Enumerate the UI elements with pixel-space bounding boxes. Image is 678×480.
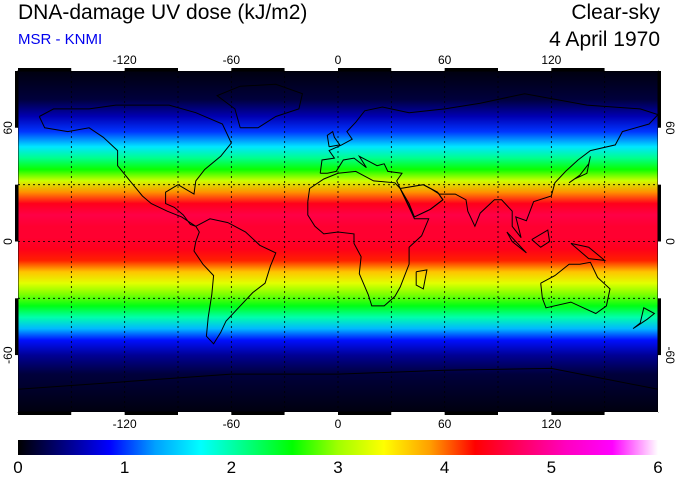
frame-tick-bottom — [498, 412, 552, 415]
frame-tick-top — [124, 68, 178, 71]
lon-label: -120 — [113, 53, 137, 67]
coastline-eurasia — [319, 93, 659, 239]
frame-tick-bottom — [284, 412, 338, 415]
frame-tick-right — [658, 241, 661, 299]
frame-tick-right — [658, 355, 661, 412]
coastline-new-guinea — [570, 242, 607, 262]
frame-tick-left — [15, 241, 18, 299]
lon-label: -60 — [223, 417, 241, 431]
frame-tick-left — [15, 127, 18, 185]
frame-tick-bottom — [71, 412, 125, 415]
frame-tick-left — [15, 184, 18, 242]
colorbar-tick-label: 6 — [653, 458, 663, 477]
coastline-south-america — [193, 218, 277, 345]
frame-tick-top — [498, 68, 552, 71]
colorbar-tick-label: 3 — [333, 458, 343, 477]
map-title: DNA-damage UV dose (kJ/m2) — [18, 1, 308, 24]
frame-tick-top — [391, 68, 445, 71]
frame-tick-top — [18, 68, 72, 71]
lat-label-left: 0 — [1, 238, 15, 245]
lat-label-right: 0 — [663, 238, 677, 245]
frame-tick-top — [231, 68, 285, 71]
grid-lines — [18, 71, 658, 412]
coastline-indonesia — [506, 231, 527, 254]
frame-tick-bottom — [124, 412, 178, 415]
frame-tick-top — [178, 68, 232, 71]
lon-labels-bottom: -120 -60 0 60 120 — [113, 417, 562, 431]
coastline-africa — [307, 170, 430, 307]
frame-tick-right — [658, 71, 661, 128]
coastline-north-america — [38, 104, 232, 227]
lat-labels-left: 60 0 -60 — [1, 121, 15, 364]
frame-tick-top — [284, 68, 338, 71]
coastline-japan — [568, 156, 591, 184]
coastline-australia — [540, 261, 611, 315]
source-label: MSR - KNMI — [18, 31, 103, 48]
lon-label: 60 — [438, 417, 452, 431]
frame-tick-top — [444, 68, 498, 71]
lon-label: 120 — [541, 53, 561, 67]
coastline-madagascar — [415, 269, 428, 290]
frame-tick-left — [15, 355, 18, 412]
lon-label: 120 — [541, 417, 561, 431]
colorbar-tick-label: 1 — [119, 458, 130, 477]
colorbar-tick-label: 5 — [546, 458, 557, 477]
frame-tick-bottom — [444, 412, 498, 415]
frame-tick-bottom — [604, 412, 658, 415]
frame-tick-bottom — [551, 412, 605, 415]
lon-label: 0 — [335, 53, 342, 67]
lat-labels-right: 60 0 -60 — [663, 121, 677, 364]
frame-tick-top — [551, 68, 605, 71]
colorbar-tick-label: 4 — [439, 458, 450, 477]
colorbar — [18, 440, 658, 455]
lon-labels-top: -120 -60 0 60 120 — [113, 53, 562, 67]
coastline-new-zealand — [632, 307, 656, 330]
frame-tick-right — [658, 184, 661, 242]
frame-tick-bottom — [338, 412, 392, 415]
coastline-uk — [326, 130, 341, 148]
lon-label: 0 — [335, 417, 342, 431]
frame-tick-top — [604, 68, 658, 71]
frame-tick-bottom — [231, 412, 285, 415]
frame-tick-top — [71, 68, 125, 71]
frame-tick-bottom — [18, 412, 72, 415]
frame-tick-top — [338, 68, 392, 71]
colorbar-tick-label: 0 — [13, 458, 23, 477]
frame-tick-bottom — [391, 412, 445, 415]
map-frame — [15, 68, 661, 415]
frame-tick-bottom — [178, 412, 232, 415]
lon-label: 60 — [438, 53, 452, 67]
lat-label-right: 60 — [663, 121, 677, 135]
frame-tick-left — [15, 298, 18, 356]
lat-label-left: 60 — [1, 121, 15, 135]
lon-label: -120 — [113, 417, 137, 431]
frame-tick-left — [15, 71, 18, 128]
frame-tick-right — [658, 298, 661, 356]
lat-label-right: -60 — [663, 346, 677, 364]
coastline-greenland — [216, 83, 303, 129]
frame-tick-right — [658, 127, 661, 185]
lat-label-left: -60 — [1, 346, 15, 364]
date-label: 4 April 1970 — [549, 28, 660, 51]
sky-condition-label: Clear-sky — [571, 1, 660, 24]
lon-label: -60 — [223, 53, 241, 67]
colorbar-tick-label: 2 — [226, 458, 237, 477]
